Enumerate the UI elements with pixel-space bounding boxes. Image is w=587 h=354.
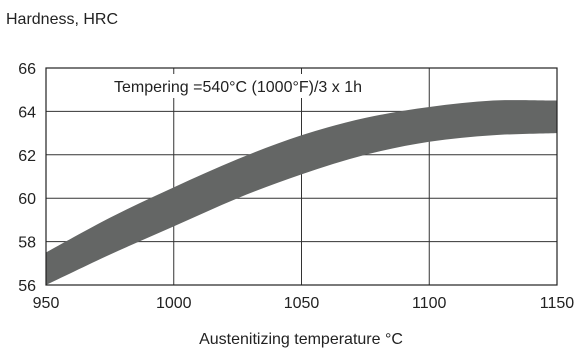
y-tick-60: 60 — [18, 191, 36, 208]
y-tick-66: 66 — [18, 61, 36, 78]
hardness-band-0 — [46, 100, 557, 285]
x-tick-1000: 1000 — [156, 295, 192, 312]
grid-lines — [45, 67, 558, 286]
y-axis-label: Hardness, HRC — [6, 11, 118, 28]
y-tick-64: 64 — [18, 104, 36, 121]
annotation-background — [82, 74, 396, 98]
plot-frame — [45, 67, 558, 286]
y-tick-56: 56 — [18, 278, 36, 295]
x-tick-1050: 1050 — [284, 295, 320, 312]
y-tick-labels: 56 58 60 62 64 66 — [18, 61, 36, 295]
band-layer — [46, 100, 557, 285]
annotation-label: Tempering =540°C (1000°F)/3 x 1h — [114, 79, 362, 96]
y-tick-58: 58 — [18, 235, 36, 252]
x-tick-1100: 1100 — [412, 295, 447, 312]
y-tick-62: 62 — [18, 148, 36, 165]
x-tick-labels: 950 1000 1050 1100 1150 — [33, 295, 575, 312]
x-axis-label: Austenitizing temperature °C — [199, 331, 403, 348]
x-tick-950: 950 — [33, 295, 60, 312]
x-tick-1150: 1150 — [540, 295, 575, 312]
